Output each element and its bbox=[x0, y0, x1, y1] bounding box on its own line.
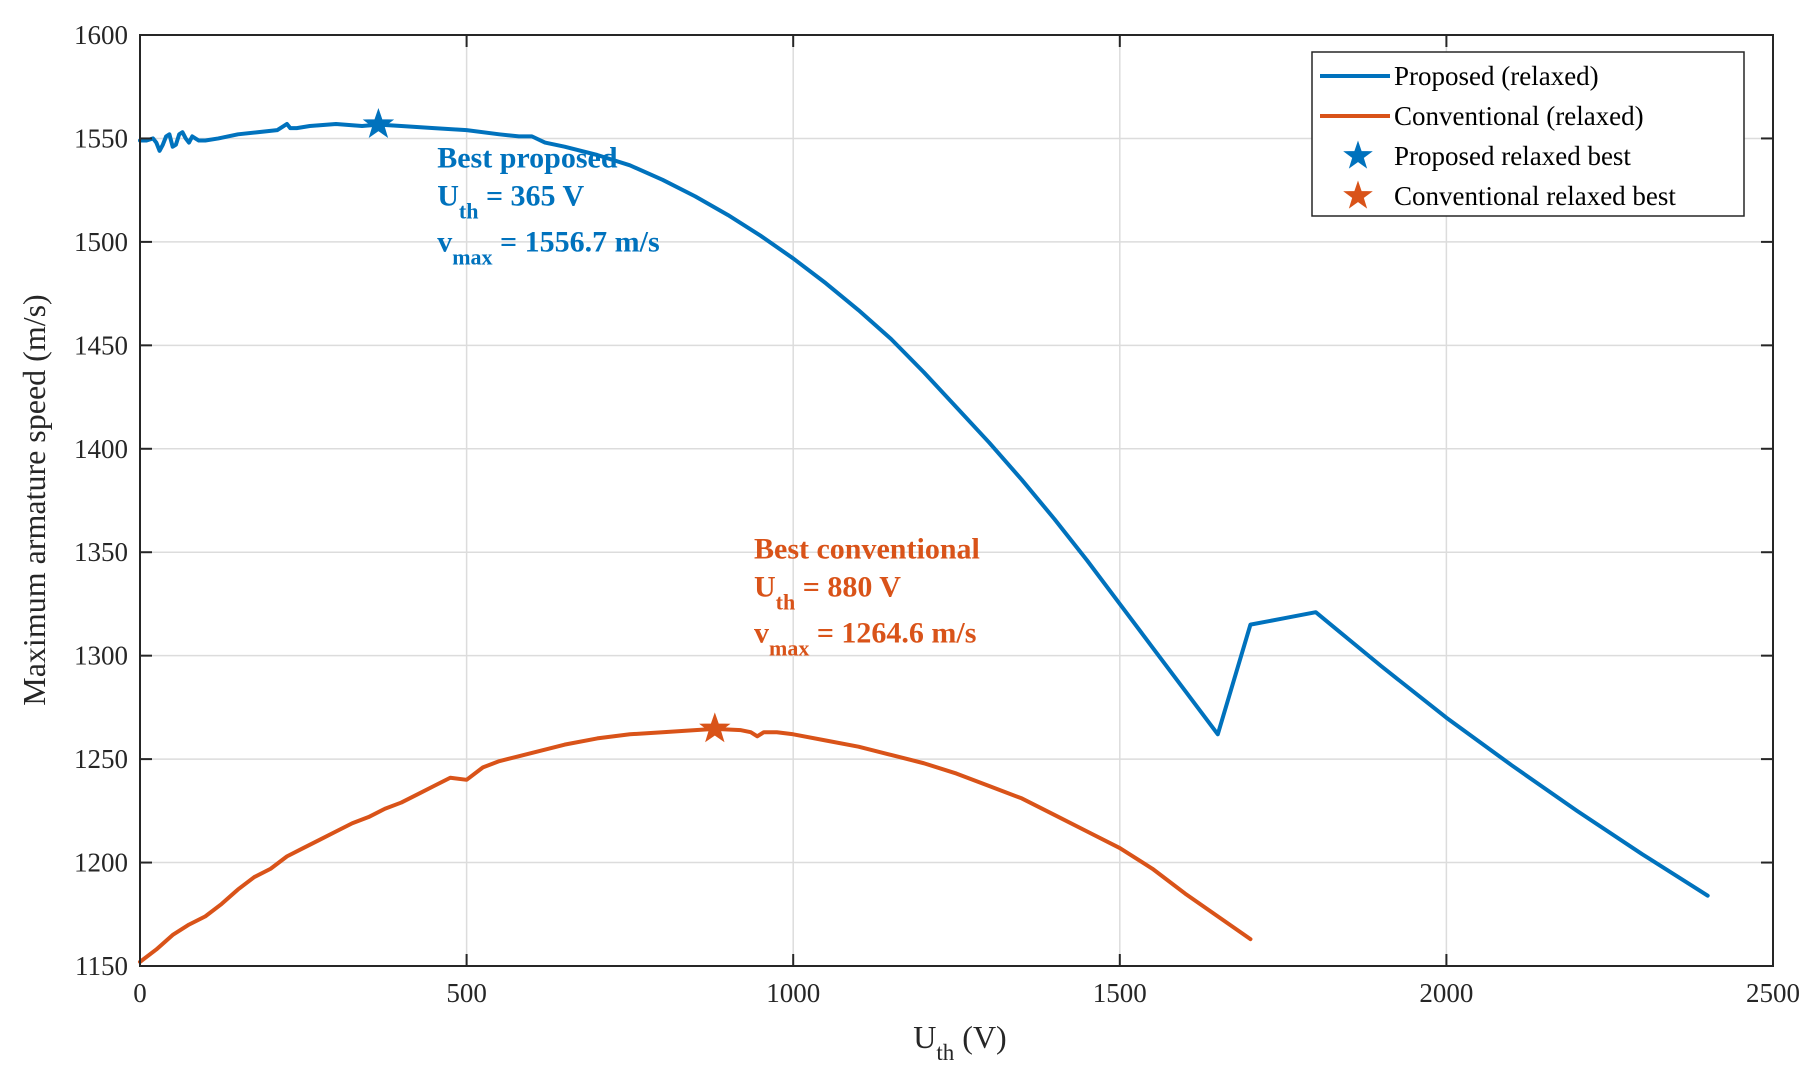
x-axis-title-unit: (V) bbox=[954, 1019, 1006, 1055]
x-axis-title-var: U bbox=[913, 1019, 936, 1055]
y-tick-label: 1400 bbox=[74, 434, 128, 464]
annotation-sub: th bbox=[459, 198, 479, 223]
y-tick-label: 1300 bbox=[74, 641, 128, 671]
x-axis-title-sub: th bbox=[936, 1040, 954, 1065]
annotation-var: U bbox=[437, 179, 459, 212]
x-tick-label: 500 bbox=[446, 978, 487, 1008]
annotation-title: Best conventional bbox=[754, 532, 980, 565]
legend-swatch-star bbox=[1343, 140, 1373, 169]
y-tick-label: 1500 bbox=[74, 227, 128, 257]
annotation-line2: Uth = 365 V bbox=[437, 179, 584, 223]
legend-entry: Conventional (relaxed) bbox=[1394, 101, 1644, 131]
x-tick-label: 2500 bbox=[1746, 978, 1800, 1008]
annotation-var: v bbox=[754, 616, 769, 649]
plot-box bbox=[139, 34, 1774, 967]
annotation-value: = 365 V bbox=[478, 179, 584, 212]
legend-box bbox=[1311, 51, 1745, 217]
annotation-value: = 1556.7 m/s bbox=[493, 225, 660, 258]
legend-entry: Proposed (relaxed) bbox=[1394, 61, 1599, 91]
annotation-value: = 1264.6 m/s bbox=[809, 616, 976, 649]
legend-swatch-star bbox=[1343, 180, 1373, 209]
annotation-line2: Uth = 880 V bbox=[754, 570, 901, 614]
annotation-sub: max bbox=[452, 244, 492, 269]
y-tick-label: 1200 bbox=[74, 848, 128, 878]
y-tick-label: 1350 bbox=[74, 537, 128, 567]
y-tick-label: 1600 bbox=[74, 20, 128, 50]
annotation-var: v bbox=[437, 225, 452, 258]
annotation-line3: vmax = 1264.6 m/s bbox=[754, 616, 976, 660]
x-tick-label: 1000 bbox=[766, 978, 820, 1008]
annotation-sub: max bbox=[769, 635, 809, 660]
series-line-0 bbox=[138, 121, 1710, 898]
series-line-1 bbox=[138, 726, 1253, 964]
series-lines bbox=[138, 121, 1710, 964]
y-axis-title: Maximum armature speed (m/s) bbox=[16, 294, 52, 705]
y-tick-label: 1450 bbox=[74, 330, 128, 360]
annotation-line3: vmax = 1556.7 m/s bbox=[437, 225, 659, 269]
annotation-title: Best proposed bbox=[437, 141, 618, 174]
best-marker-3 bbox=[699, 712, 731, 743]
grid-lines bbox=[140, 35, 1773, 966]
annotation-var: U bbox=[754, 570, 776, 603]
axis-ticks: 0 500 1000 1500 2000 2500 1150 1200 1250 1300 1350… bbox=[74, 20, 1800, 1008]
x-tick-label: 2000 bbox=[1419, 978, 1473, 1008]
annotation-value: = 880 V bbox=[795, 570, 901, 603]
annotation-sub: th bbox=[776, 589, 796, 614]
x-tick-label: 1500 bbox=[1093, 978, 1147, 1008]
best-marker-2 bbox=[362, 108, 395, 138]
x-tick-label: 0 bbox=[133, 978, 147, 1008]
legend-entry: Conventional relaxed best bbox=[1394, 181, 1676, 211]
x-axis-title: Uth (V) bbox=[913, 1019, 1006, 1065]
y-tick-label: 1250 bbox=[74, 744, 128, 774]
best-markers bbox=[362, 108, 731, 743]
y-tick-label: 1150 bbox=[75, 951, 128, 981]
y-tick-label: 1550 bbox=[74, 123, 128, 153]
legend-entry: Proposed relaxed best bbox=[1394, 141, 1631, 171]
legend: Proposed (relaxed) Conventional (relaxed)… bbox=[1311, 51, 1745, 217]
